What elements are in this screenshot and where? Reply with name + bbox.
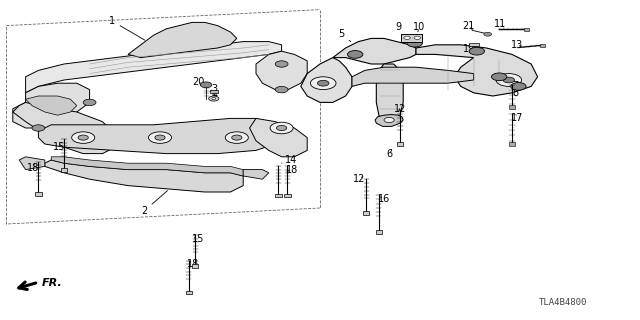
FancyBboxPatch shape [275,194,282,197]
Text: 20: 20 [192,76,204,87]
Text: 4: 4 [210,90,218,100]
Circle shape [232,135,242,140]
Polygon shape [13,83,90,128]
Polygon shape [401,34,422,42]
Text: 12: 12 [353,174,365,184]
Text: 18: 18 [286,164,298,175]
Text: 9: 9 [396,22,404,35]
Text: 8: 8 [512,88,518,98]
Text: 10: 10 [413,22,425,32]
Circle shape [404,36,410,39]
FancyBboxPatch shape [376,230,382,234]
Text: 19: 19 [463,44,475,54]
Polygon shape [38,118,282,154]
FancyBboxPatch shape [35,192,42,196]
Text: 1: 1 [109,16,145,40]
Text: 18: 18 [27,163,39,173]
Text: 6: 6 [386,149,392,159]
Polygon shape [256,51,307,90]
Text: 5: 5 [338,28,351,42]
Polygon shape [352,67,474,86]
Polygon shape [416,45,538,96]
Polygon shape [250,118,307,157]
Circle shape [276,125,287,131]
Text: 18: 18 [187,259,199,269]
Circle shape [407,39,422,47]
FancyBboxPatch shape [524,28,529,31]
FancyBboxPatch shape [509,142,515,146]
Text: 17: 17 [511,113,523,123]
Polygon shape [469,43,479,46]
Text: 13: 13 [511,40,523,51]
Circle shape [317,80,329,86]
Circle shape [469,47,484,55]
FancyBboxPatch shape [509,105,515,109]
Circle shape [496,74,522,86]
Polygon shape [19,157,45,170]
Polygon shape [243,170,269,179]
Polygon shape [376,64,403,125]
Polygon shape [333,38,416,64]
FancyBboxPatch shape [186,291,192,294]
Polygon shape [26,42,282,93]
Text: 11: 11 [494,19,506,29]
Text: 3: 3 [210,84,218,94]
Polygon shape [26,96,77,115]
Circle shape [270,122,293,134]
Circle shape [414,36,420,39]
Circle shape [32,125,45,131]
Polygon shape [13,102,115,154]
Text: 7: 7 [512,81,518,92]
Circle shape [384,117,394,123]
Text: 15: 15 [52,142,65,152]
Circle shape [503,77,515,83]
Circle shape [83,99,96,106]
Text: 15: 15 [192,234,204,244]
Text: FR.: FR. [42,278,62,288]
FancyBboxPatch shape [540,44,545,47]
Circle shape [155,135,165,140]
Polygon shape [210,90,218,93]
Circle shape [310,77,336,90]
Polygon shape [128,22,237,58]
FancyBboxPatch shape [61,168,67,172]
Text: TLA4B4800: TLA4B4800 [539,298,588,307]
FancyBboxPatch shape [192,264,198,268]
Circle shape [212,98,216,100]
Text: 16: 16 [378,194,390,204]
Circle shape [484,32,492,36]
Polygon shape [375,115,403,126]
Text: 21: 21 [463,20,475,31]
Circle shape [348,51,363,58]
Polygon shape [51,157,243,176]
Circle shape [492,73,507,81]
Text: 12: 12 [394,104,406,114]
Circle shape [72,132,95,143]
Circle shape [275,61,288,67]
Circle shape [200,82,212,88]
Text: 2: 2 [141,191,168,216]
FancyBboxPatch shape [284,194,291,197]
Polygon shape [45,160,243,192]
Polygon shape [301,58,352,102]
Circle shape [209,96,219,101]
FancyBboxPatch shape [397,142,403,146]
Circle shape [78,135,88,140]
Circle shape [225,132,248,143]
Circle shape [275,86,288,93]
Circle shape [148,132,172,143]
Text: 14: 14 [282,155,297,165]
FancyBboxPatch shape [363,211,369,215]
Circle shape [511,83,526,90]
